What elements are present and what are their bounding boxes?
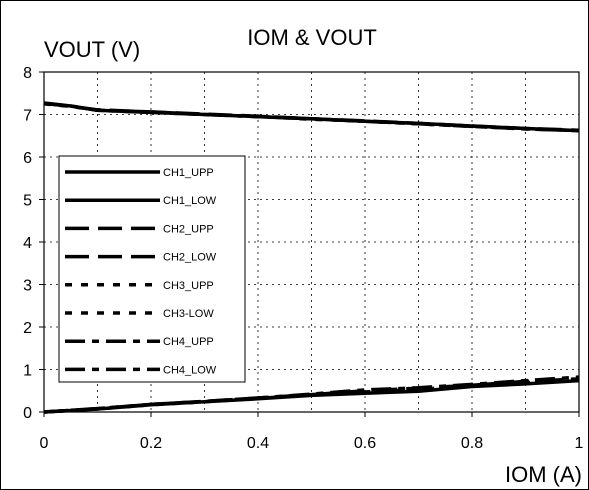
legend-label: CH2_UPP	[163, 223, 214, 235]
legend-items: CH1_UPP CH1_LOW CH2_UPP CH2_LOW CH3_UPP CH3-L…	[65, 167, 217, 376]
legend-label: CH4_UPP	[163, 336, 214, 348]
y-tick-label: 4	[23, 235, 32, 252]
x-tick-label: 0.4	[247, 435, 269, 452]
legend-label: CH1_UPP	[163, 167, 214, 179]
legend-label: CH3_UPP	[163, 280, 214, 292]
y-tick-label: 6	[23, 150, 32, 167]
series-group	[43, 101, 580, 414]
x-tick-label: 0.6	[354, 435, 376, 452]
legend-label: CH4_LOW	[163, 364, 217, 376]
y-tick-label: 5	[23, 193, 32, 210]
y-tick-label: 3	[23, 278, 32, 295]
x-tick-label: 0.8	[461, 435, 483, 452]
x-tick-label: 0.2	[140, 435, 162, 452]
legend-label: CH1_LOW	[163, 195, 217, 207]
y-tick-label: 2	[23, 320, 32, 337]
y-tick-label: 8	[23, 65, 32, 82]
y-tick-label: 0	[23, 405, 32, 422]
legend-label: CH3-LOW	[163, 308, 214, 320]
legend: CH1_UPP CH1_LOW CH2_UPP CH2_LOW CH3_UPP CH3-L…	[58, 155, 246, 383]
chart-title: IOM & VOUT	[247, 25, 377, 50]
legend-label: CH2_LOW	[163, 252, 217, 264]
x-tick-label: 1	[575, 435, 584, 452]
x-axis-label: IOM (A)	[505, 462, 582, 487]
legend-box	[58, 155, 246, 383]
series-line-ch4-low	[43, 375, 580, 414]
series-line-ch4-upp	[43, 101, 580, 133]
y-tick-label: 7	[23, 108, 32, 125]
x-tick-label: 0	[40, 435, 49, 452]
y-axis-label: VOUT (V)	[44, 37, 140, 62]
axes: 0 0.2 0.4 0.6 0.8 1 0 1 2 3 4 5 6 7 8	[23, 65, 583, 452]
y-tick-label: 1	[23, 363, 32, 380]
